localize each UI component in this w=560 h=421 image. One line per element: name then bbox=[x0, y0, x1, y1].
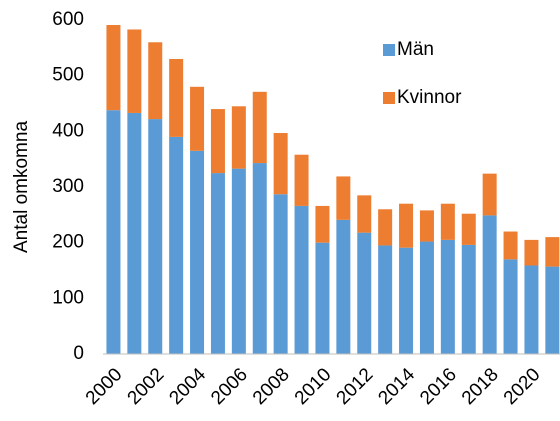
x-tick-label: 2014 bbox=[374, 364, 419, 409]
x-tick-label: 2006 bbox=[207, 364, 252, 409]
bar-segment bbox=[440, 239, 455, 354]
bar-segment bbox=[294, 205, 309, 354]
bar-segment bbox=[461, 244, 476, 354]
bar-segment bbox=[503, 231, 518, 260]
legend-swatch bbox=[383, 44, 395, 56]
bar-segment bbox=[210, 109, 225, 174]
x-tick-label: 2016 bbox=[416, 364, 461, 409]
x-tick-label: 2008 bbox=[249, 364, 294, 409]
bar-segment bbox=[148, 119, 163, 354]
bar-segment bbox=[231, 106, 246, 169]
bar-segment bbox=[336, 176, 351, 220]
bar-segment bbox=[545, 237, 560, 267]
y-tick-label: 100 bbox=[52, 287, 84, 308]
bar-segment bbox=[399, 247, 414, 354]
x-tick-label: 2018 bbox=[458, 364, 503, 409]
y-tick-label: 200 bbox=[52, 232, 84, 253]
legend-swatch bbox=[383, 92, 395, 104]
bar-segment bbox=[315, 205, 330, 243]
bar-segment bbox=[524, 265, 539, 354]
bar-segment bbox=[482, 215, 497, 354]
bar-segment bbox=[482, 173, 497, 216]
legend-label: Män bbox=[397, 39, 434, 60]
bar-segment bbox=[294, 154, 309, 206]
bar-segment bbox=[399, 203, 414, 248]
bar-segment bbox=[524, 239, 539, 266]
bar-segment bbox=[545, 266, 560, 354]
y-tick-label: 300 bbox=[52, 176, 84, 197]
bar-segment bbox=[357, 195, 372, 233]
y-tick-label: 600 bbox=[52, 9, 84, 30]
bar-segment bbox=[106, 110, 121, 355]
bar-segment bbox=[273, 133, 288, 195]
bar-segment bbox=[190, 150, 205, 354]
bar-segment bbox=[231, 168, 246, 354]
bar-segment bbox=[190, 86, 205, 151]
x-tick-label: 2000 bbox=[82, 364, 127, 409]
x-tick-label: 2004 bbox=[165, 364, 210, 409]
bar-segment bbox=[315, 242, 330, 354]
y-axis-label: Antal omkomna bbox=[11, 121, 32, 253]
bar-segment bbox=[273, 194, 288, 354]
x-tick-label: 2002 bbox=[124, 364, 169, 409]
bar-segment bbox=[440, 203, 455, 240]
y-tick-label: 500 bbox=[52, 65, 84, 86]
bar-segment bbox=[169, 58, 184, 137]
legend-label: Kvinnor bbox=[397, 87, 462, 108]
bar-segment bbox=[169, 136, 184, 354]
bar-segment bbox=[252, 163, 267, 354]
y-tick-label: 400 bbox=[52, 120, 84, 141]
bar-segment bbox=[503, 259, 518, 354]
bar-segment bbox=[357, 232, 372, 354]
bar-segment bbox=[127, 29, 142, 113]
x-tick-label: 2010 bbox=[291, 364, 336, 409]
bar-segment bbox=[210, 173, 225, 354]
bar-segment bbox=[419, 210, 434, 242]
bar-segment bbox=[127, 112, 142, 354]
x-tick-label: 2020 bbox=[500, 364, 545, 409]
bar-segment bbox=[336, 219, 351, 354]
y-tick-label: 0 bbox=[73, 343, 84, 364]
bar-segment bbox=[378, 245, 393, 354]
bar-segment bbox=[419, 241, 434, 354]
bar-segment bbox=[378, 209, 393, 246]
bar-segment bbox=[461, 213, 476, 245]
bar-segment bbox=[106, 25, 121, 111]
bar-segment bbox=[252, 91, 267, 164]
bar-segment bbox=[148, 42, 163, 120]
x-tick-label: 2012 bbox=[333, 364, 378, 409]
